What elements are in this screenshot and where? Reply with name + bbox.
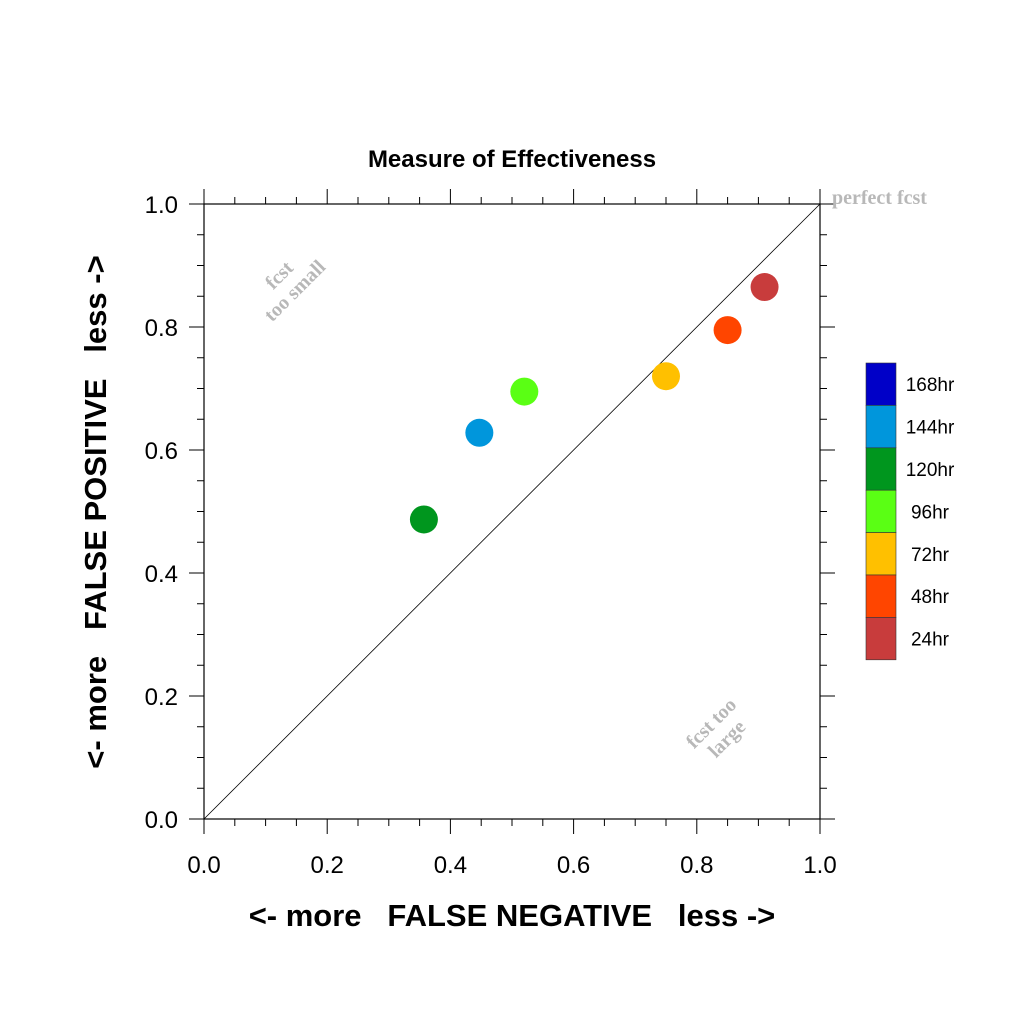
point-144hr: [465, 418, 494, 447]
point-120hr: [409, 505, 438, 534]
plot-frame: [203, 203, 821, 820]
x-axis-label: <- more FALSE NEGATIVE less ->: [249, 898, 776, 933]
x-tick-label: 1.0: [803, 852, 836, 879]
legend-label-120hr: 120hr: [906, 460, 955, 481]
y-tick-label: 0.8: [145, 315, 178, 342]
legend-swatch-48hr: [865, 574, 897, 618]
legend-swatch-96hr: [865, 489, 897, 533]
y-tick-label: 0.4: [145, 561, 178, 588]
x-tick-label: 0.2: [311, 852, 344, 879]
too-small-annotation-line2: too small: [260, 256, 330, 326]
y-tick-labels: 0.0 0.2 0.4 0.6 0.8 1.0: [145, 192, 178, 834]
data-points: [409, 273, 779, 534]
tick-marks: [189, 189, 835, 834]
legend-label-168hr: 168hr: [906, 375, 955, 396]
y-tick-label: 1.0: [145, 192, 178, 219]
y-axis-label: <- more FALSE POSITIVE less ->: [78, 255, 113, 768]
point-96hr: [510, 377, 539, 406]
legend-label-96hr: 96hr: [911, 502, 950, 523]
legend-swatch-144hr: [865, 405, 897, 449]
legend-label-144hr: 144hr: [906, 418, 955, 439]
y-tick-label: 0.6: [145, 438, 178, 465]
y-tick-label: 0.0: [145, 807, 178, 834]
x-tick-label: 0.4: [434, 852, 467, 879]
legend: 168hr 144hr 120hr 96hr 72hr 48hr 24hr: [865, 362, 955, 661]
legend-swatch-120hr: [865, 447, 897, 491]
legend-label-24hr: 24hr: [911, 630, 950, 651]
legend-swatch-72hr: [865, 532, 897, 576]
x-tick-label: 0.8: [680, 852, 713, 879]
perfect-forecast-diagonal: [203, 203, 821, 820]
chart-title: Measure of Effectiveness: [368, 146, 656, 173]
x-tick-labels: 0.0 0.2 0.4 0.6 0.8 1.0: [187, 852, 836, 879]
point-48hr: [713, 316, 742, 345]
perfect-forecast-annotation: perfect fcst: [832, 187, 927, 209]
too-large-annotation: fcst too large: [682, 694, 750, 762]
y-tick-label: 0.2: [145, 684, 178, 711]
legend-swatch-168hr: [865, 362, 897, 406]
legend-label-72hr: 72hr: [911, 545, 950, 566]
point-72hr: [652, 362, 680, 391]
point-24hr: [750, 273, 779, 302]
legend-label-48hr: 48hr: [911, 587, 950, 608]
too-small-annotation: fcst too small: [260, 256, 330, 326]
x-tick-label: 0.6: [557, 852, 590, 879]
x-tick-label: 0.0: [187, 852, 220, 879]
legend-swatch-24hr: [865, 617, 897, 661]
